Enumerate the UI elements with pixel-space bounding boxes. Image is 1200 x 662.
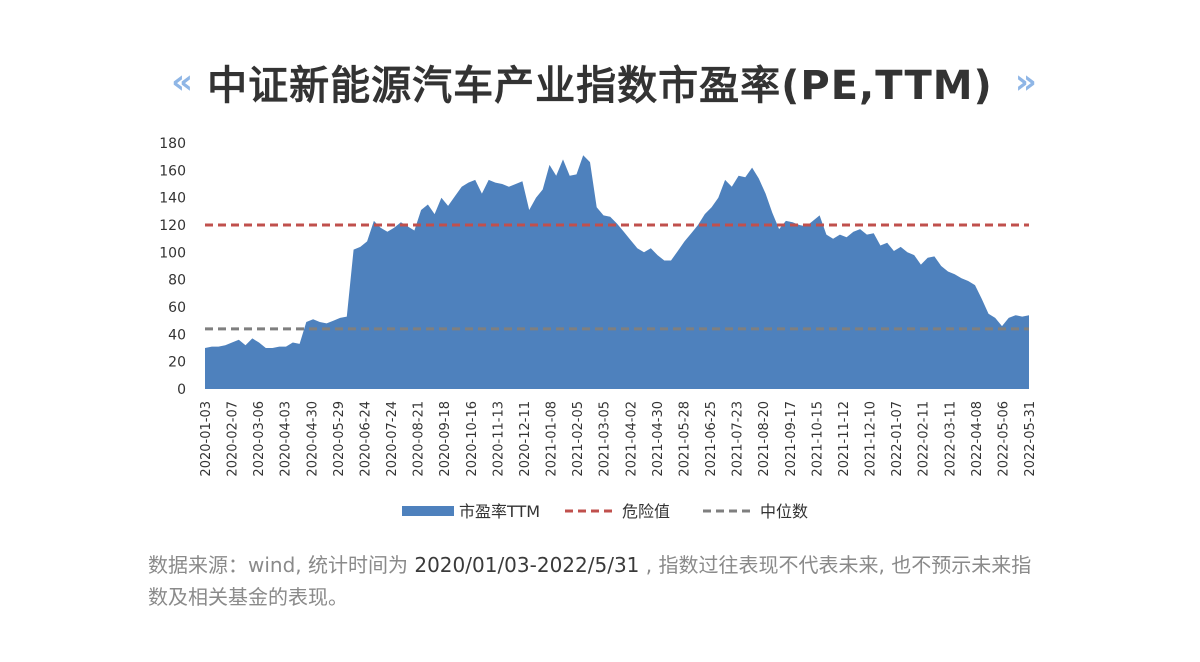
x-tick-label: 2021-03-05 bbox=[598, 401, 613, 477]
x-tick-label: 2022-04-08 bbox=[970, 401, 985, 477]
x-tick-label: 2021-04-02 bbox=[624, 401, 639, 477]
y-axis: 0 20 40 60 80 100 120 140 160 180 bbox=[159, 136, 186, 398]
legend-swatch bbox=[402, 506, 454, 516]
x-tick-label: 2021-09-17 bbox=[784, 401, 799, 477]
footnote-source: 数据来源：wind, 统计时间为 bbox=[148, 553, 408, 577]
y-tick-label: 20 bbox=[168, 355, 186, 371]
x-tick-label: 2021-07-23 bbox=[731, 401, 746, 477]
x-tick-label: 2022-01-07 bbox=[890, 401, 905, 477]
y-tick-label: 140 bbox=[159, 191, 186, 207]
y-tick-label: 80 bbox=[168, 273, 186, 289]
x-tick-label: 2020-06-24 bbox=[359, 401, 374, 477]
y-tick-label: 160 bbox=[159, 163, 186, 179]
x-tick-label: 2020-03-06 bbox=[252, 401, 267, 477]
y-tick-label: 40 bbox=[168, 327, 186, 343]
x-tick-label: 2022-03-11 bbox=[943, 401, 958, 477]
x-tick-label: 2021-01-08 bbox=[545, 401, 560, 477]
x-tick-label: 2020-08-21 bbox=[412, 401, 427, 477]
footnote-period: 2020/01/03-2022/5/31 bbox=[414, 553, 640, 577]
plot-area bbox=[205, 155, 1029, 389]
legend-item-pe-ttm: 市盈率TTM bbox=[459, 502, 540, 521]
legend: 市盈率TTM 危险值 中位数 bbox=[402, 502, 808, 521]
x-tick-label: 2021-06-25 bbox=[704, 401, 719, 477]
x-tick-label: 2021-12-10 bbox=[864, 401, 879, 477]
series-area-pe-ttm bbox=[205, 155, 1029, 389]
y-tick-label: 120 bbox=[159, 218, 186, 234]
x-tick-label: 2021-02-05 bbox=[571, 401, 586, 477]
legend-item-danger: 危险值 bbox=[622, 502, 670, 521]
x-tick-label: 2021-08-20 bbox=[757, 401, 772, 477]
y-tick-label: 0 bbox=[177, 382, 186, 398]
x-tick-label: 2020-07-24 bbox=[385, 401, 400, 477]
x-tick-label: 2022-05-06 bbox=[996, 401, 1011, 477]
x-tick-label: 2020-11-13 bbox=[491, 401, 506, 477]
x-tick-label: 2020-04-30 bbox=[305, 401, 320, 477]
x-tick-label: 2021-11-12 bbox=[837, 401, 852, 477]
x-tick-label: 2020-09-18 bbox=[438, 401, 453, 477]
x-tick-label: 2022-02-11 bbox=[917, 401, 932, 477]
x-tick-label: 2020-05-29 bbox=[332, 401, 347, 477]
legend-item-median: 中位数 bbox=[760, 502, 808, 521]
y-tick-label: 100 bbox=[159, 245, 186, 261]
footnote: 数据来源：wind, 统计时间为 2020/01/03-2022/5/31 , … bbox=[148, 549, 1048, 613]
chart-title: 中证新能源汽车产业指数市盈率(PE,TTM) bbox=[207, 63, 993, 109]
x-tick-label: 2020-04-03 bbox=[279, 401, 294, 477]
x-tick-label: 2021-10-15 bbox=[810, 401, 825, 477]
x-axis: 2020-01-03 2020-02-07 2020-03-06 2020-04-03… bbox=[199, 401, 1038, 477]
x-tick-label: 2022-05-31 bbox=[1023, 401, 1038, 477]
y-tick-label: 180 bbox=[159, 136, 186, 152]
x-tick-label: 2021-04-30 bbox=[651, 401, 666, 477]
x-tick-label: 2020-02-07 bbox=[226, 401, 241, 477]
x-tick-label: 2020-01-03 bbox=[199, 401, 214, 477]
title-row: « 中证新能源汽车产业指数市盈率(PE,TTM) » bbox=[0, 52, 1200, 112]
y-tick-label: 60 bbox=[168, 300, 186, 316]
x-tick-label: 2020-10-16 bbox=[465, 401, 480, 477]
footnote-disclaimer: , 指数过往表现不代表未来, 也不预示未来指数及相关基金的表现。 bbox=[148, 553, 1032, 609]
x-tick-label: 2020-12-11 bbox=[518, 401, 533, 477]
x-tick-label: 2021-05-28 bbox=[678, 401, 693, 477]
